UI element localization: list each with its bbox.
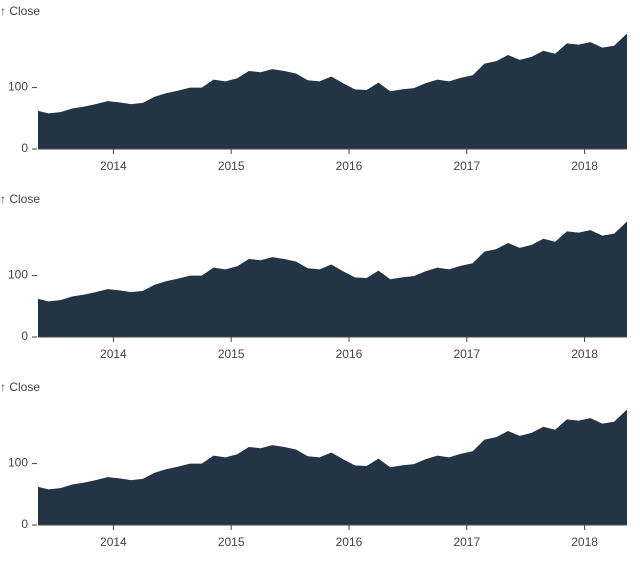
area xyxy=(38,221,627,337)
x-tick-label: 2014 xyxy=(100,535,127,549)
area xyxy=(38,33,627,150)
x-tick-label: 2017 xyxy=(453,347,480,361)
area xyxy=(38,409,627,525)
x-tick-label: 2016 xyxy=(336,535,363,549)
x-tick-label: 2018 xyxy=(571,535,598,549)
x-tick-label: 2015 xyxy=(218,535,245,549)
x-tick-label: 2016 xyxy=(336,159,363,173)
x-tick-label: 2016 xyxy=(336,347,363,361)
x-tick-label: 2017 xyxy=(453,159,480,173)
y-tick-label: 100 xyxy=(8,456,28,470)
y-tick-label: 100 xyxy=(8,268,28,282)
y-tick-label: 100 xyxy=(8,80,28,94)
x-tick-label: 2018 xyxy=(571,347,598,361)
x-tick-label: 2015 xyxy=(218,159,245,173)
x-tick-label: 2015 xyxy=(218,347,245,361)
chart: ↑ Close 0 100 2014 2015 2016 2017 2018 xyxy=(0,192,627,361)
chart: ↑ Close 0 100 2014 2015 2016 2017 2018 xyxy=(0,380,627,549)
y-axis-label: ↑ Close xyxy=(0,4,40,18)
x-tick-label: 2017 xyxy=(453,535,480,549)
y-axis-label: ↑ Close xyxy=(0,192,40,206)
x-tick-label: 2014 xyxy=(100,347,127,361)
y-tick-label: 0 xyxy=(21,141,28,155)
y-tick-label: 0 xyxy=(21,517,28,531)
x-tick-label: 2018 xyxy=(571,159,598,173)
x-tick-label: 2014 xyxy=(100,159,127,173)
y-tick-label: 0 xyxy=(21,329,28,343)
y-axis-label: ↑ Close xyxy=(0,380,40,394)
chart: ↑ Close 0 100 2014 2015 2016 2017 2018 xyxy=(0,4,627,173)
